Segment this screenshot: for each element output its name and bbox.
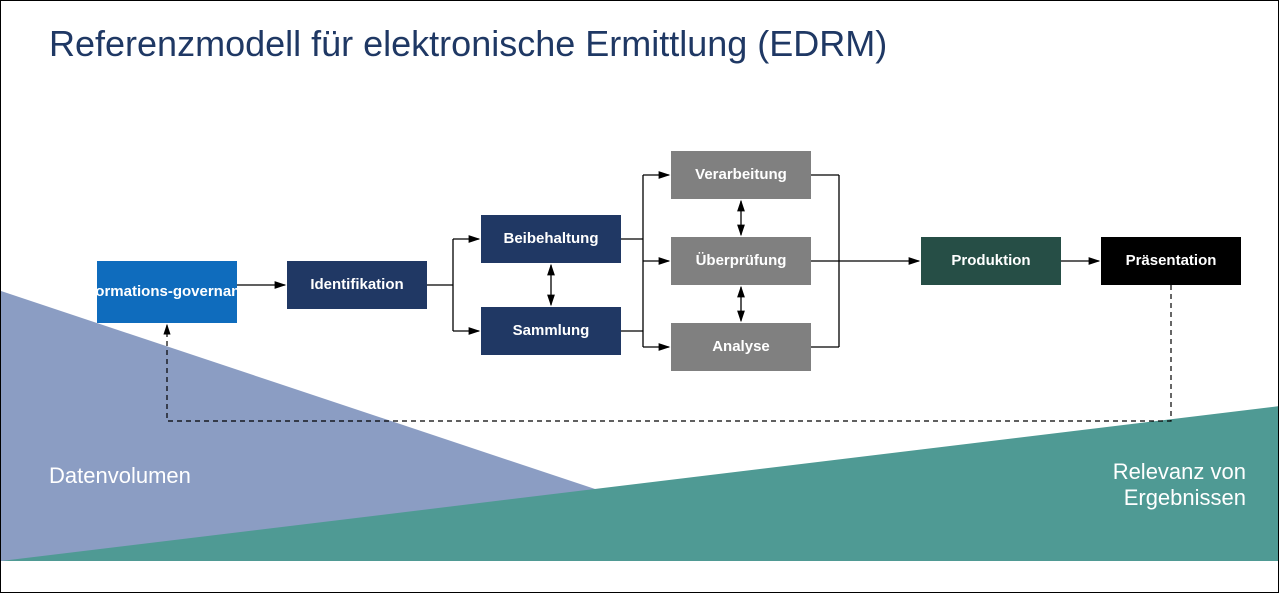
node-identifikation: Identifikation bbox=[287, 261, 427, 309]
node-produktion: Produktion bbox=[921, 237, 1061, 285]
node-informationsgovernance: Informations-governance bbox=[97, 261, 237, 323]
node-sammlung: Sammlung bbox=[481, 307, 621, 355]
diagram-frame: Referenzmodell für elektronische Ermittl… bbox=[0, 0, 1279, 593]
diagram-title: Referenzmodell für elektronische Ermittl… bbox=[49, 23, 887, 65]
node-praesentation: Präsentation bbox=[1101, 237, 1241, 285]
node-verarbeitung: Verarbeitung bbox=[671, 151, 811, 199]
node-analyse: Analyse bbox=[671, 323, 811, 371]
label-relevanz: Relevanz von Ergebnissen bbox=[1046, 459, 1246, 511]
node-ueberpruefung: Überprüfung bbox=[671, 237, 811, 285]
label-datenvolumen: Datenvolumen bbox=[49, 463, 191, 489]
node-beibehaltung: Beibehaltung bbox=[481, 215, 621, 263]
